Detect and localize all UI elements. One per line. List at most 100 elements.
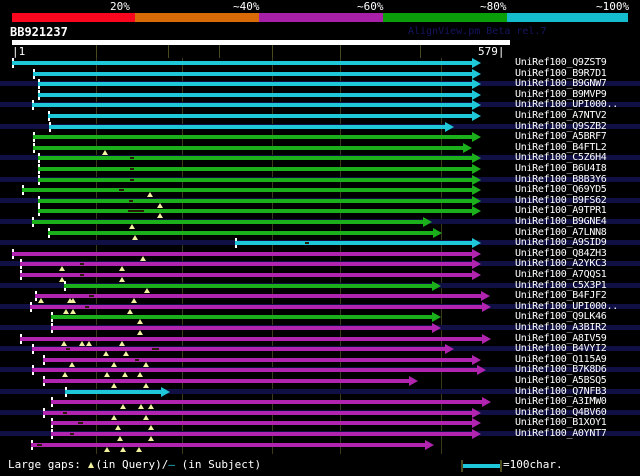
alignment-row[interactable]: UniRef100_A3IMW0 <box>0 396 640 410</box>
alignment-row[interactable]: UniRef100_A8IV59 <box>0 332 640 346</box>
hit-label[interactable]: UniRef100_B9GNW7 <box>515 78 607 90</box>
alignment-row[interactable]: UniRef100_B9GNE4 <box>0 216 640 229</box>
hsp-bar[interactable] <box>31 442 425 447</box>
hit-label[interactable]: UniRef100_B6U4I8 <box>515 163 607 174</box>
hsp-bar[interactable] <box>38 167 472 171</box>
alignment-row[interactable]: UniRef100_A5BSQ5 <box>0 375 640 388</box>
hsp-bar[interactable] <box>32 347 445 352</box>
hsp-bar[interactable] <box>32 103 472 108</box>
alignment-row[interactable]: UniRef100_A7LNN8 <box>0 226 640 240</box>
hit-label[interactable]: UniRef100_B9MVP9 <box>515 88 607 100</box>
alignment-row[interactable]: UniRef100_B9GNW7 <box>0 78 640 90</box>
alignment-row[interactable]: UniRef100_Q9ZST9 <box>0 58 640 68</box>
hit-label[interactable]: UniRef100_UPI000.. <box>515 99 618 111</box>
alignment-row[interactable]: UniRef100_A5BRF7 <box>0 131 640 143</box>
alignment-row[interactable]: UniRef100_A7NTV2 <box>0 111 640 121</box>
hsp-bar[interactable] <box>35 294 481 299</box>
hsp-bar[interactable] <box>12 251 472 256</box>
alignment-row[interactable]: UniRef100_Q84ZH3 <box>0 247 640 261</box>
alignment-row[interactable]: UniRef100_B4FJF2 <box>0 290 640 304</box>
alignment-row[interactable]: UniRef100_B8B3Y6 <box>0 174 640 185</box>
hit-label[interactable]: UniRef100_A2YKC3 <box>515 258 607 270</box>
alignment-row[interactable]: UniRef100_B9R7D1 <box>0 67 640 79</box>
hit-label[interactable]: UniRef100_C5Z6H4 <box>515 152 607 164</box>
hsp-bar[interactable] <box>51 326 432 330</box>
hit-label[interactable]: UniRef100_A7QQS1 <box>515 269 607 280</box>
hsp-bar[interactable] <box>20 273 472 277</box>
alignment-row[interactable]: UniRef100_Q7NFB3 <box>0 385 640 397</box>
hit-label[interactable]: UniRef100_Q4BV60 <box>515 406 607 418</box>
alignment-row[interactable]: UniRef100_B9FS62 <box>0 194 640 208</box>
hsp-bar[interactable] <box>51 432 472 436</box>
hit-label[interactable]: UniRef100_Q115A9 <box>515 353 607 365</box>
hsp-bar[interactable] <box>235 241 472 246</box>
alignment-row[interactable]: UniRef100_Q9SZB2 <box>0 120 640 132</box>
alignment-row[interactable]: UniRef100_A3BIR2 <box>0 323 640 335</box>
hit-label[interactable]: UniRef100_A5BRF7 <box>515 131 607 143</box>
hsp-bar[interactable] <box>22 188 472 193</box>
alignment-row[interactable]: UniRef100_B9MVP9 <box>0 88 640 100</box>
hit-label[interactable]: UniRef100_B4FTL2 <box>515 141 607 153</box>
hit-label[interactable]: UniRef100_A9TPR1 <box>515 205 607 217</box>
hit-label[interactable]: UniRef100_A8IV59 <box>515 332 607 344</box>
alignment-row[interactable]: UniRef100_A7QQS1 <box>0 269 640 282</box>
hit-label[interactable]: UniRef100_B7K8D6 <box>515 364 607 376</box>
hsp-bar[interactable] <box>48 230 433 235</box>
hsp-bar[interactable] <box>12 61 472 65</box>
hsp-bar[interactable] <box>51 421 472 426</box>
alignment-row[interactable]: UniRef100_A2YKC3 <box>0 258 640 272</box>
hit-label[interactable]: UniRef100_Q9SZB2 <box>515 120 607 132</box>
hsp-bar[interactable] <box>38 198 472 203</box>
hsp-bar[interactable] <box>38 177 472 182</box>
hsp-bar[interactable] <box>65 389 161 394</box>
alignment-row[interactable] <box>0 439 640 452</box>
alignment-row[interactable]: UniRef100_B4FTL2 <box>0 141 640 155</box>
hsp-bar[interactable] <box>51 315 432 320</box>
hsp-bar[interactable] <box>43 357 472 362</box>
hsp-bar[interactable] <box>33 135 472 140</box>
hit-label[interactable]: UniRef100_A7NTV2 <box>515 110 607 121</box>
hit-label[interactable]: UniRef100_B9GNE4 <box>515 216 607 227</box>
hsp-bar[interactable] <box>38 92 472 97</box>
hit-label[interactable]: UniRef100_Q9LK46 <box>515 311 607 323</box>
hsp-bar[interactable] <box>49 124 445 129</box>
hsp-bar[interactable] <box>48 114 472 118</box>
alignment-row[interactable]: UniRef100_C5Z6H4 <box>0 152 640 164</box>
hsp-bar[interactable] <box>32 220 423 224</box>
hit-label[interactable]: UniRef100_Q7NFB3 <box>515 385 607 397</box>
hit-label[interactable]: UniRef100_Q84ZH3 <box>515 247 607 259</box>
hit-label[interactable]: UniRef100_B4FJF2 <box>515 290 607 302</box>
hit-label[interactable]: UniRef100_Q69YD5 <box>515 184 607 196</box>
hit-label[interactable]: UniRef100_Q9ZST9 <box>515 57 607 68</box>
hsp-bar[interactable] <box>43 379 409 383</box>
hsp-bar[interactable] <box>30 304 482 309</box>
hit-label[interactable]: UniRef100_A7LNN8 <box>515 226 607 238</box>
alignment-row[interactable]: UniRef100_C5X3P1 <box>0 279 640 293</box>
hsp-bar[interactable] <box>38 209 472 214</box>
alignment-row[interactable]: UniRef100_UPI000.. <box>0 300 640 314</box>
hit-label[interactable]: UniRef100_B9R7D1 <box>515 67 607 79</box>
hsp-bar[interactable] <box>20 336 482 341</box>
alignment-row[interactable]: UniRef100_B1XOY1 <box>0 417 640 431</box>
alignment-row[interactable]: UniRef100_Q4BV60 <box>0 406 640 420</box>
hit-label[interactable]: UniRef100_A9SID9 <box>515 237 607 249</box>
hit-label[interactable]: UniRef100_B1XOY1 <box>515 417 607 429</box>
hit-label[interactable]: UniRef100_A3IMW0 <box>515 396 607 408</box>
alignment-row[interactable]: UniRef100_Q69YD5 <box>0 184 640 198</box>
hsp-bar[interactable] <box>64 283 432 288</box>
hit-label[interactable]: UniRef100_B9FS62 <box>515 194 607 206</box>
hit-label[interactable]: UniRef100_C5X3P1 <box>515 279 607 291</box>
alignment-row[interactable]: UniRef100_UPI000.. <box>0 99 640 111</box>
hit-label[interactable]: UniRef100_UPI000.. <box>515 300 618 312</box>
alignment-row[interactable]: UniRef100_B6U4I8 <box>0 164 640 174</box>
alignment-row[interactable]: UniRef100_A9TPR1 <box>0 205 640 219</box>
hit-label[interactable]: UniRef100_A0YNT7 <box>515 428 607 439</box>
alignment-row[interactable]: UniRef100_A0YNT7 <box>0 428 640 441</box>
hsp-bar[interactable] <box>38 156 472 161</box>
hsp-bar[interactable] <box>33 71 472 76</box>
alignment-row[interactable]: UniRef100_Q115A9 <box>0 353 640 367</box>
hsp-bar[interactable] <box>43 410 472 415</box>
alignment-row[interactable]: UniRef100_B7K8D6 <box>0 364 640 378</box>
hit-label[interactable]: UniRef100_A5BSQ5 <box>515 375 607 386</box>
hsp-bar[interactable] <box>33 145 463 150</box>
